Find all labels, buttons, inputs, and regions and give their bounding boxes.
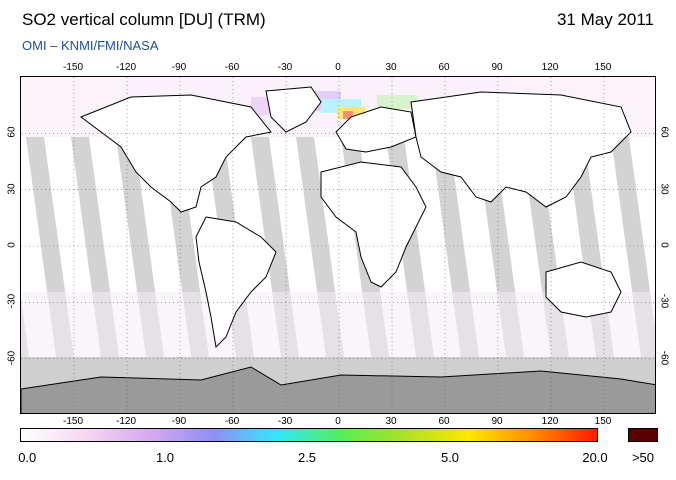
lon-tick-top: 30 <box>385 62 397 73</box>
lon-tick-top: -30 <box>277 62 293 73</box>
lat-tick-right: -60 <box>658 350 670 365</box>
world-map <box>20 76 656 414</box>
lat-tick-left: 0 <box>6 242 18 248</box>
lat-tick-right: 60 <box>658 126 670 138</box>
colorbar-label: 0.0 <box>18 450 37 465</box>
africa <box>320 161 427 288</box>
lon-tick-top: 0 <box>335 62 341 73</box>
lon-tick-bottom: 0 <box>335 416 341 427</box>
lon-tick-bottom: 120 <box>541 416 559 427</box>
lon-tick-top: -90 <box>171 62 187 73</box>
north-america <box>79 94 272 213</box>
lon-tick-bottom: 90 <box>491 416 503 427</box>
asia <box>410 91 632 208</box>
graticule <box>21 77 655 413</box>
map-title: SO2 vertical column [DU] (TRM) <box>22 10 266 29</box>
lon-tick-top: 150 <box>594 62 612 73</box>
lon-tick-top: -60 <box>224 62 240 73</box>
colorbar-label: 2.5 <box>297 450 317 465</box>
antarctica <box>21 366 655 413</box>
data-credit: OMI – KNMI/FMI/NASA <box>22 38 159 53</box>
continents <box>21 86 655 413</box>
lon-tick-bottom: 150 <box>594 416 612 427</box>
lat-tick-left: -60 <box>6 350 18 365</box>
colorbar-overflow-label: >50 <box>631 450 655 465</box>
lon-tick-bottom: -60 <box>224 416 240 427</box>
lon-tick-bottom: -120 <box>115 416 137 427</box>
map-canvas <box>21 77 655 413</box>
lon-tick-top: -150 <box>62 62 84 73</box>
lat-tick-left: 60 <box>6 126 18 138</box>
greenland <box>265 86 322 133</box>
lon-tick-bottom: 30 <box>385 416 397 427</box>
lon-tick-top: 60 <box>438 62 450 73</box>
colorbar-label: 1.0 <box>155 450 175 465</box>
south-america <box>195 216 277 349</box>
colorbar <box>20 428 598 442</box>
colorbar-label: 20.0 <box>582 450 608 465</box>
lon-tick-top: 120 <box>541 62 559 73</box>
map-date: 31 May 2011 <box>556 10 654 29</box>
colorbar-label: 5.0 <box>440 450 460 465</box>
lat-tick-left: 30 <box>6 183 18 195</box>
lon-tick-bottom: 60 <box>438 416 450 427</box>
lon-tick-bottom: -30 <box>277 416 293 427</box>
lat-tick-right: -30 <box>658 294 670 309</box>
lon-tick-top: 90 <box>491 62 503 73</box>
lon-tick-bottom: -90 <box>171 416 187 427</box>
lon-tick-bottom: -150 <box>62 416 84 427</box>
lat-tick-right: 0 <box>658 242 670 248</box>
colorbar-overflow-swatch <box>628 428 658 442</box>
lat-tick-left: -30 <box>6 294 18 309</box>
lat-tick-right: 30 <box>658 183 670 195</box>
lon-tick-top: -120 <box>115 62 137 73</box>
